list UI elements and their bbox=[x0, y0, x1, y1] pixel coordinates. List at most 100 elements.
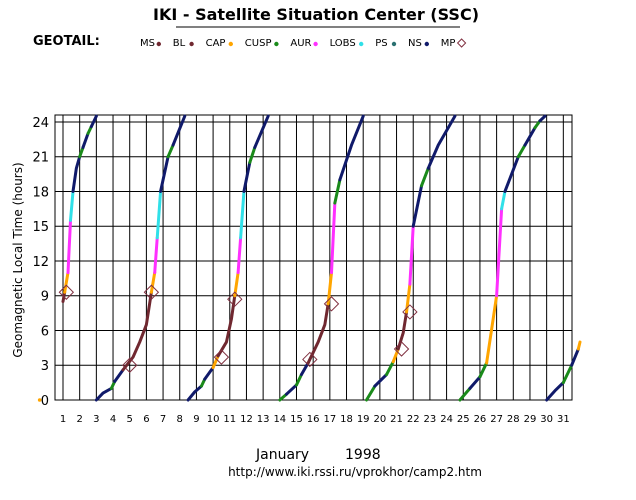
x-tick-label: 19 bbox=[357, 414, 370, 425]
y-tick-label: 9 bbox=[41, 290, 49, 305]
segment-ms bbox=[121, 290, 153, 372]
footer-url: http://www.iki.rssi.ru/vprokhor/camp2.ht… bbox=[228, 465, 482, 479]
segment-ns bbox=[81, 132, 90, 149]
y-tick-label: 18 bbox=[32, 185, 49, 200]
segment-cusp bbox=[166, 143, 175, 159]
legend-label-bl: BL bbox=[173, 38, 186, 49]
y-tick-label: 6 bbox=[41, 324, 49, 339]
x-tick-label: 3 bbox=[93, 414, 99, 425]
segment-ns bbox=[538, 114, 547, 123]
legend-label-mp: MP bbox=[441, 38, 456, 49]
segment-ms bbox=[306, 302, 330, 365]
legend-label-aur: AUR bbox=[290, 38, 311, 49]
x-tick-label: 6 bbox=[143, 414, 149, 425]
mp-crossing-marker bbox=[58, 284, 75, 300]
segment-cusp bbox=[420, 166, 430, 188]
segment-cap bbox=[211, 354, 220, 370]
y-tick-label: 12 bbox=[32, 255, 49, 270]
segment-ns bbox=[426, 114, 457, 170]
x-tick-label: 4 bbox=[110, 414, 116, 425]
x-tick-label: 27 bbox=[490, 414, 503, 425]
y-tick-label: 24 bbox=[32, 116, 49, 131]
legend-symbol-bl bbox=[189, 41, 194, 47]
segment-ns bbox=[523, 126, 537, 147]
x-tick-label: 15 bbox=[290, 414, 303, 425]
segment-ns bbox=[186, 384, 203, 402]
y-tick-label: 21 bbox=[32, 151, 49, 166]
segment-cap bbox=[63, 271, 70, 294]
mp-crossing-marker bbox=[213, 349, 230, 365]
legend-label-cusp: CUSP bbox=[245, 38, 272, 49]
segment-lobs bbox=[155, 189, 163, 240]
x-tick-label: 2 bbox=[76, 414, 82, 425]
segment-aur bbox=[495, 207, 504, 298]
segment-cusp bbox=[478, 361, 489, 379]
segment-aur bbox=[236, 236, 243, 275]
legend-symbol-ps bbox=[391, 41, 397, 47]
mp-crossing-marker bbox=[302, 351, 318, 368]
segment-aur bbox=[153, 236, 159, 275]
mp-crossing-marker bbox=[122, 357, 138, 373]
segment-ns bbox=[570, 347, 580, 367]
x-tick-label: 14 bbox=[273, 414, 286, 425]
segment-cap bbox=[233, 271, 240, 298]
y-tick-label: 3 bbox=[41, 359, 49, 374]
orbit-3 bbox=[186, 114, 270, 402]
chart-title: IKI - Satellite Situation Center (SSC) bbox=[153, 5, 479, 24]
y-tick-label: 15 bbox=[32, 220, 49, 235]
x-tick-label: 12 bbox=[240, 414, 253, 425]
footer-month: January bbox=[255, 447, 309, 463]
mp-crossing-marker bbox=[227, 291, 243, 307]
segment-ms bbox=[216, 294, 237, 358]
segment-cusp bbox=[248, 145, 257, 164]
legend-symbol-mp bbox=[456, 38, 467, 48]
y-tick-label: 0 bbox=[41, 394, 49, 409]
legend-label-cap: CAP bbox=[206, 38, 226, 49]
x-tick-label: 20 bbox=[374, 414, 387, 425]
segment-lobs bbox=[239, 189, 246, 240]
segment-cusp bbox=[385, 360, 395, 377]
mp-crossing-marker bbox=[143, 284, 160, 300]
segment-ns bbox=[253, 114, 270, 149]
x-tick-label: 22 bbox=[407, 414, 420, 425]
orbit-2 bbox=[94, 114, 187, 402]
x-tick-label: 31 bbox=[557, 414, 570, 425]
x-tick-label: 26 bbox=[474, 414, 487, 425]
x-tick-label: 28 bbox=[507, 414, 520, 425]
x-tick-label: 29 bbox=[524, 414, 537, 425]
x-tick-label: 21 bbox=[390, 414, 403, 425]
segment-ns bbox=[242, 161, 252, 193]
segment-ns bbox=[113, 368, 125, 383]
segment-ns bbox=[338, 114, 365, 182]
segment-ns bbox=[373, 373, 389, 388]
legend-label-ps: PS bbox=[375, 38, 387, 49]
x-tick-label: 1 bbox=[60, 414, 66, 425]
segment-ns bbox=[159, 155, 170, 193]
segment-ns bbox=[545, 381, 565, 402]
x-tick-label: 11 bbox=[223, 414, 236, 425]
spacecraft-label: GEOTAIL: bbox=[33, 34, 100, 49]
segment-ns bbox=[284, 383, 298, 396]
segment-aur bbox=[330, 201, 337, 275]
x-tick-label: 5 bbox=[127, 414, 133, 425]
mp-crossing-marker bbox=[393, 341, 410, 357]
x-tick-label: 23 bbox=[424, 414, 437, 425]
segment-cap bbox=[485, 294, 499, 365]
legend-symbol-ns bbox=[424, 41, 429, 47]
x-tick-label: 25 bbox=[457, 414, 470, 425]
y-axis-label: Geomagnetic Local Time (hours) bbox=[11, 162, 25, 357]
legend-label-lobs: LOBS bbox=[330, 38, 356, 49]
segment-ns bbox=[71, 155, 82, 193]
segment-ns bbox=[89, 114, 98, 129]
segment-aur bbox=[66, 218, 73, 275]
segment-cusp bbox=[78, 145, 85, 159]
orbit-6 bbox=[458, 114, 547, 402]
segment-ns bbox=[171, 114, 187, 147]
segment-ns bbox=[203, 366, 215, 381]
mp-crossing-marker bbox=[323, 296, 340, 312]
point-cap bbox=[37, 398, 42, 402]
segment-ns bbox=[94, 386, 113, 402]
segment-ns bbox=[411, 184, 424, 228]
